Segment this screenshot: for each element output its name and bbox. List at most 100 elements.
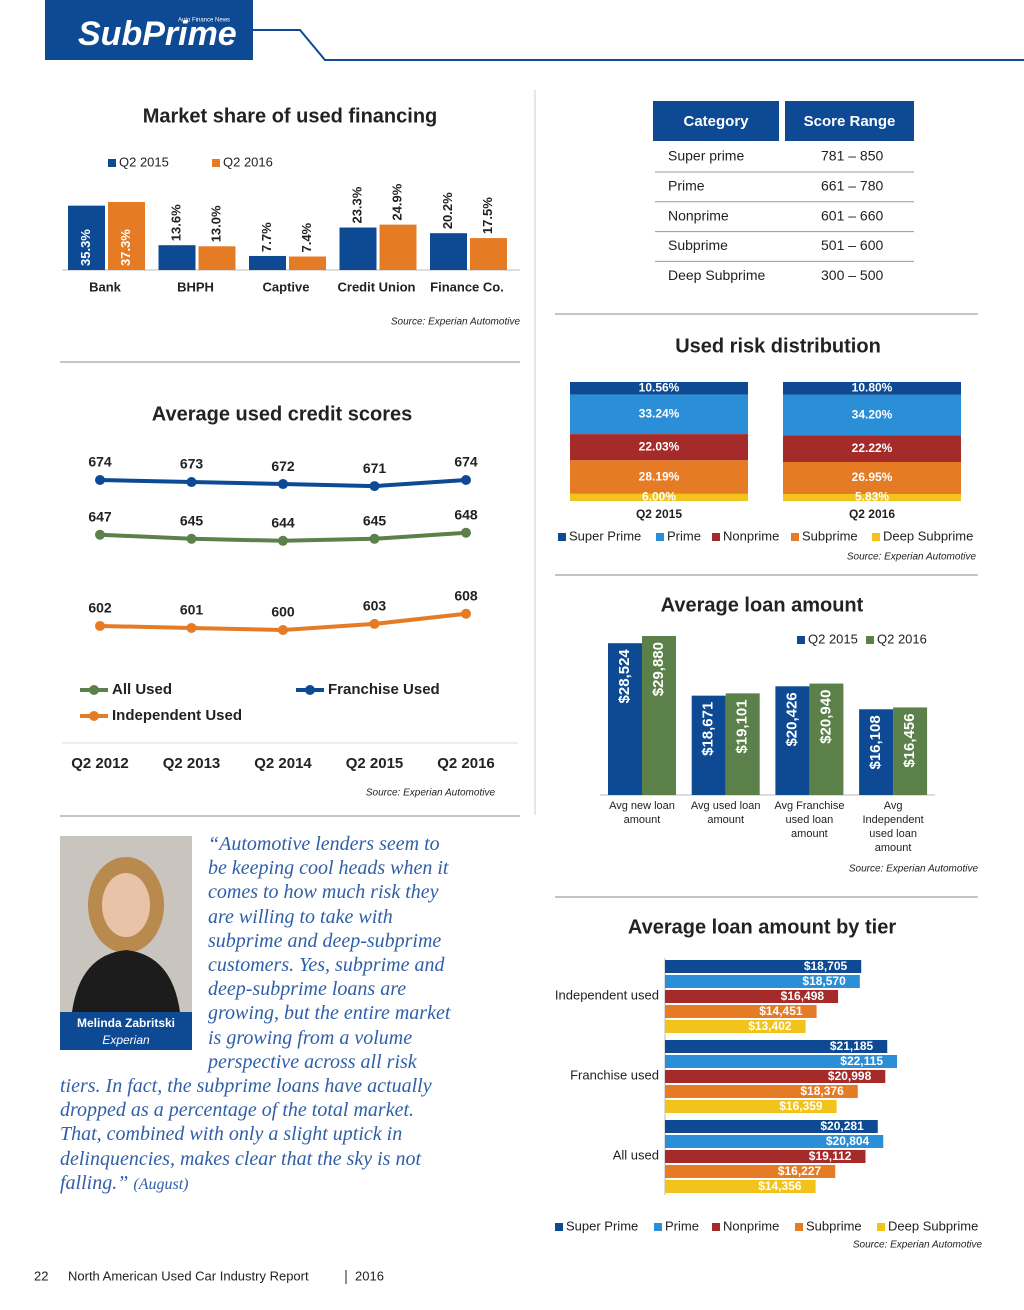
value-label: 602 [88,600,112,616]
point [369,481,380,492]
bar-segment [783,382,961,395]
value-label: 17.5% [480,197,495,234]
legend-swatch [108,159,116,167]
chart-title: Average loan amount by tier [628,916,896,938]
value-label: $14,356 [758,1179,802,1193]
spacer [60,832,208,1072]
value-label: $16,498 [781,989,825,1003]
source: Source: Experian Automotive [366,788,496,799]
value-label: $18,570 [802,974,846,988]
bar [158,245,196,270]
photo-face [102,873,150,937]
table-cell: 781 – 850 [821,148,883,164]
bar-segment [783,435,961,462]
x-tick-label: Q2 2014 [254,755,312,772]
legend-label: Super Prime [569,528,641,543]
bar-segment [783,461,961,495]
value-label: 28.19% [639,469,680,483]
x-tick-label: Bank [89,279,122,294]
y-tick-label: Franchise used [570,1067,659,1082]
bar-segment [570,460,748,494]
value-label: $13,402 [748,1019,792,1033]
x-tick-label: Q2 2016 [849,507,895,521]
value-label: $14,451 [759,1004,803,1018]
value-label: $18,376 [800,1084,844,1098]
quote: “Automotive lenders seem to be keeping c… [60,832,460,1197]
table-header-cell [785,101,914,141]
point [461,527,471,538]
value-label: 674 [454,454,478,470]
tagline: Auto Finance News [178,18,230,24]
value-label: 13.6% [168,204,183,241]
bar-segment [783,494,961,501]
table-header-cell [653,101,779,141]
bar [725,693,760,795]
bar [665,990,839,1003]
x-tick-label: Q2 2012 [71,755,129,772]
value-label: 10.56% [639,380,680,394]
legend-label: Nonprime [723,1218,779,1233]
table-cell: 501 – 600 [821,237,883,253]
bar [665,1040,888,1053]
point [369,533,380,544]
quote-text: “Automotive lenders seem to be keeping c… [60,833,451,1194]
bar-segment [570,382,748,395]
bar-segment [570,493,748,501]
source: Source: Experian Automotive [853,1240,983,1251]
value-label: $16,227 [778,1164,822,1178]
x-tick-label: Avg used loan amount [691,800,761,826]
point [95,620,105,631]
x-tick-label: Captive [263,279,310,294]
legend-label: Subprime [802,528,858,543]
legend-swatch [795,1223,803,1231]
y-tick-label: All used [613,1147,659,1162]
bar [430,233,467,270]
legend-swatch [797,636,805,644]
legend-label: All Used [112,681,172,698]
bar [893,707,928,795]
bar-segment [570,394,748,435]
chart-title: Average loan amount [661,594,864,616]
x-tick-label: Q2 2013 [163,755,221,772]
person-affiliation: Experian [102,1033,150,1047]
y-tick-label: Independent used [555,987,659,1002]
bar [665,1070,886,1083]
value-label: $20,426 [783,692,800,746]
point [186,533,197,544]
x-tick-label: Avg Independent used loan amount [863,800,924,854]
bar [665,1120,878,1133]
bar [859,709,894,795]
bar-segment [783,394,961,436]
value-label: 7.4% [299,222,314,252]
value-label: 600 [271,604,295,620]
legend-label: Q2 2016 [223,154,273,169]
value-label: 647 [88,508,112,524]
value-label: $18,705 [804,959,848,973]
value-label: 37.3% [118,229,133,266]
point [369,618,380,629]
value-label: 13.0% [208,205,223,242]
legend-swatch [654,1223,662,1231]
legend-label: Subprime [806,1218,862,1233]
value-label: $28,524 [616,649,633,704]
value-label: 601 [180,602,204,618]
table-cell: Super prime [668,148,744,164]
value-label: 645 [180,512,204,528]
header-rule [253,29,1024,61]
legend-label: Independent Used [112,707,242,724]
legend-label: Franchise Used [328,681,440,698]
value-label: $21,185 [830,1039,874,1053]
bar [108,202,145,270]
value-label: 674 [88,454,112,470]
value-label: 608 [454,587,478,603]
legend-swatch [712,533,720,541]
value-label: 33.24% [639,407,680,421]
table-header: Category [683,113,749,130]
bar [68,205,105,270]
bar-segment [570,434,748,461]
point [95,529,105,540]
point [461,475,471,485]
x-tick-label: Credit Union [338,279,416,294]
value-label: 23.3% [349,186,364,223]
